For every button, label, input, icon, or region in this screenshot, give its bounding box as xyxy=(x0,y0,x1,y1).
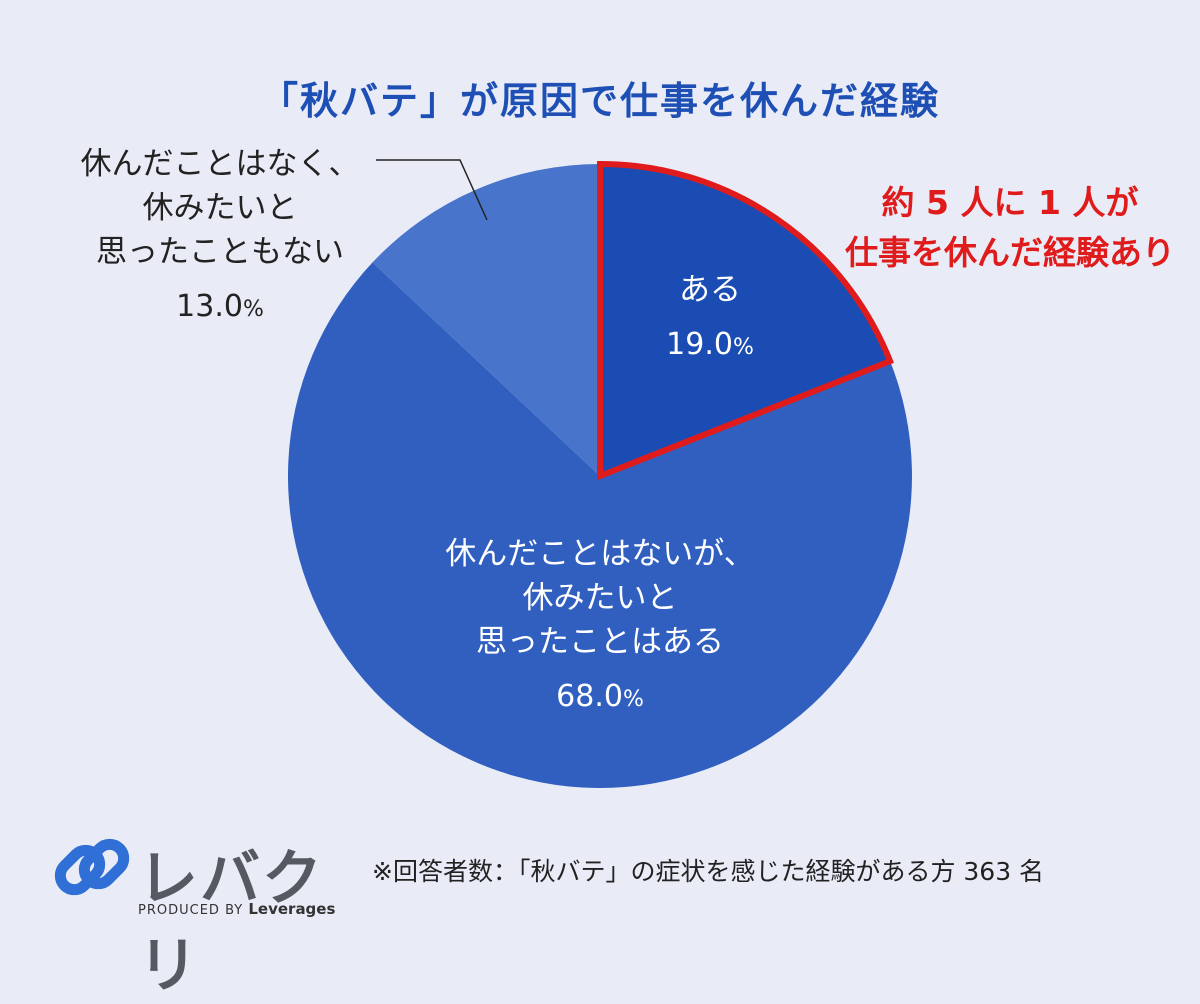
slice-category-wanted-to-rest: 休んだことはないが、 休みたいと 思ったことはある xyxy=(445,536,755,661)
slice-percent-wanted-to-rest: 68.0% xyxy=(556,679,644,715)
brand-logo: レバクリ PRODUCED BY Leverages xyxy=(52,828,352,1001)
respondent-footnote: ※回答者数：「秋バテ」の症状を感じた経験がある方 363 名 xyxy=(372,857,1045,886)
slice-wanted-to-rest xyxy=(287,262,912,788)
slice-label-wanted-to-rest: 休んだことはないが、 休みたいと 思ったことはある 68.0% xyxy=(400,532,800,719)
brand-name: レバクリ xyxy=(138,844,324,1001)
slice-never-wanted xyxy=(372,164,600,476)
slice-aru xyxy=(600,164,891,476)
leader-line xyxy=(376,159,488,221)
slice-category-never-wanted: 休んだことはなく、 休みたいと 思ったこともない xyxy=(80,146,360,271)
highlight-annotation: 約 5 人に 1 人が 仕事を休んだ経験あり xyxy=(845,183,1175,272)
produced-by: PRODUCED BY Leverages xyxy=(138,900,336,918)
chart-title: 「秋バテ」が原因で仕事を休んだ経験 xyxy=(259,79,940,123)
slice-highlight-outline xyxy=(597,160,894,481)
slice-label-aru: ある 19.0% xyxy=(640,268,780,367)
slice-label-never-wanted: 休んだことはなく、 休みたいと 思ったこともない 13.0% xyxy=(50,142,390,329)
slice-category-aru: ある xyxy=(679,272,741,308)
slice-percent-never-wanted: 13.0% xyxy=(176,289,264,325)
slice-percent-aru: 19.0% xyxy=(666,327,754,363)
chain-link-icon xyxy=(54,838,130,896)
